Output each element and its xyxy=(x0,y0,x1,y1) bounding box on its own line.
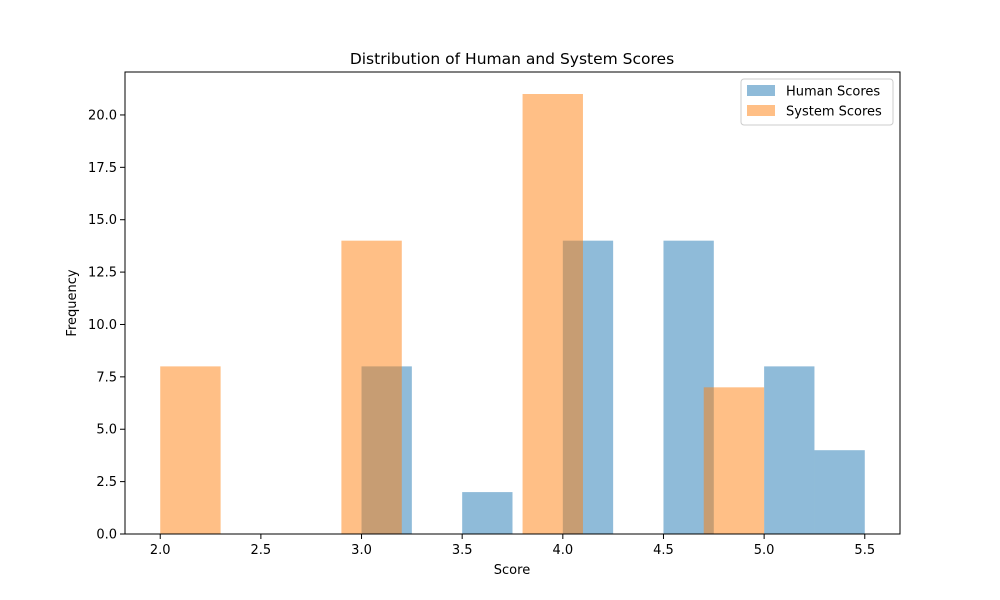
bar-system-3 xyxy=(341,240,402,534)
bars-layer xyxy=(160,94,865,534)
plot-frame xyxy=(124,71,901,535)
y-tick-label-6: 15.0 xyxy=(88,213,117,228)
x-tick-label-3: 3.5 xyxy=(452,543,473,558)
x-axis-label: Score xyxy=(494,563,530,578)
bar-system-9 xyxy=(703,387,765,534)
x-tick-label-4: 4.0 xyxy=(552,543,573,558)
bar-human-9 xyxy=(814,450,865,534)
x-tick-label-7: 5.5 xyxy=(854,543,875,558)
y-tick-label-3: 7.5 xyxy=(96,370,117,385)
y-axis: 0.0 2.5 5.0 7.5 10.0 12.5 15.0 17.5 20.0 xyxy=(88,108,125,543)
legend-label-0: Human Scores xyxy=(786,85,880,100)
x-axis: 2.0 2.5 3.0 3.5 4.0 4.5 5.0 5.5 xyxy=(150,534,875,558)
x-tick-label-5: 4.5 xyxy=(653,543,674,558)
legend-swatch-1 xyxy=(747,105,775,116)
legend: Human Scores System Scores xyxy=(740,78,894,126)
y-tick-label-7: 17.5 xyxy=(88,161,117,176)
bar-system-0 xyxy=(160,366,221,534)
legend-box xyxy=(740,78,894,126)
chart-title: Distribution of Human and System Scores xyxy=(350,50,674,68)
y-tick-label-8: 20.0 xyxy=(88,108,117,123)
bar-human-8 xyxy=(764,366,815,534)
y-tick-label-4: 10.0 xyxy=(88,318,117,333)
legend-label-1: System Scores xyxy=(786,105,882,120)
bar-system-6 xyxy=(522,94,583,534)
y-axis-label: Frequency xyxy=(65,269,80,336)
y-tick-label-1: 2.5 xyxy=(96,475,117,490)
x-tick-label-2: 3.0 xyxy=(351,543,372,558)
legend-swatch-0 xyxy=(747,85,775,96)
y-tick-label-0: 0.0 xyxy=(96,528,117,543)
bar-human-2 xyxy=(462,492,513,534)
y-tick-label-5: 12.5 xyxy=(88,266,117,281)
x-tick-label-6: 5.0 xyxy=(754,543,775,558)
x-tick-label-1: 2.5 xyxy=(251,543,272,558)
x-tick-label-0: 2.0 xyxy=(150,543,171,558)
y-tick-label-2: 5.0 xyxy=(96,423,117,438)
